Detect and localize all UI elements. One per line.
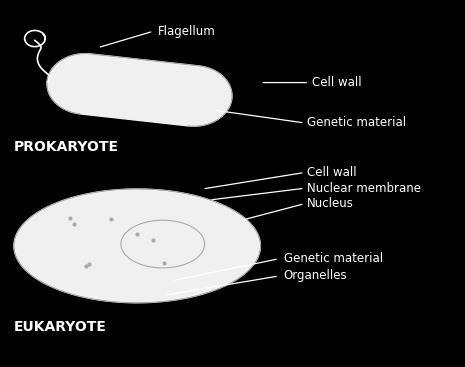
Text: Genetic material: Genetic material [284,252,383,265]
Text: Nucleus: Nucleus [307,197,354,210]
Text: Genetic material: Genetic material [307,116,406,130]
Text: Flagellum: Flagellum [158,25,216,38]
Text: PROKARYOTE: PROKARYOTE [14,140,119,154]
Polygon shape [14,189,260,303]
Polygon shape [47,54,232,126]
Text: Nuclear membrane: Nuclear membrane [307,182,421,195]
Text: Organelles: Organelles [284,269,347,283]
Text: EUKARYOTE: EUKARYOTE [14,320,107,334]
Text: Cell wall: Cell wall [312,76,361,89]
Text: Cell wall: Cell wall [307,166,357,179]
